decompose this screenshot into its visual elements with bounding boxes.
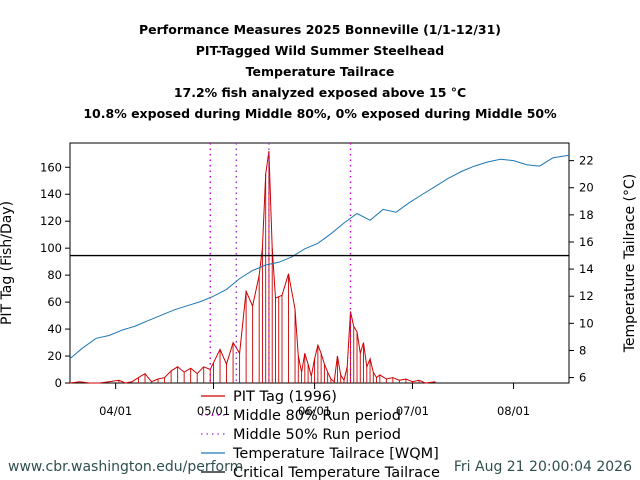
legend-label: Middle 80% Run period bbox=[233, 408, 401, 424]
y-left-tick-label: 100 bbox=[40, 241, 62, 255]
x-tick-label: 04/01 bbox=[99, 404, 132, 418]
y-right-tick-label: 12 bbox=[579, 289, 594, 303]
title-line: Temperature Tailrace bbox=[246, 64, 395, 79]
title-line: 10.8% exposed during Middle 80%, 0% expo… bbox=[83, 106, 557, 121]
y-axis-left-label: PIT Tag (Fish/Day) bbox=[0, 201, 15, 325]
x-tick-label: 06/01 bbox=[298, 404, 331, 418]
y-right-tick-label: 10 bbox=[579, 316, 594, 330]
y-right-tick-label: 16 bbox=[579, 235, 594, 249]
legend: PIT Tag (1996) Middle 80% Run period Middl… bbox=[201, 389, 440, 480]
y-axis-right-label: Temperature Tailrace (°C) bbox=[622, 174, 638, 354]
y-left-tick-label: 140 bbox=[40, 187, 62, 201]
legend-label: Critical Temperature Tailrace bbox=[233, 465, 440, 480]
title-line: Performance Measures 2025 Bonneville (1/… bbox=[139, 22, 501, 37]
x-tick-label: 07/01 bbox=[396, 404, 429, 418]
footer-timestamp: Fri Aug 21 20:00:04 2026 bbox=[454, 459, 632, 475]
y-right-tick-label: 14 bbox=[579, 262, 594, 276]
title-line: PIT-Tagged Wild Summer Steelhead bbox=[196, 43, 444, 58]
legend-label: Middle 50% Run period bbox=[233, 427, 401, 443]
legend-label: PIT Tag (1996) bbox=[233, 389, 337, 405]
y-right-tick-label: 18 bbox=[579, 208, 594, 222]
y-left-tick-label: 0 bbox=[55, 376, 62, 390]
y-right-tick-label: 8 bbox=[579, 343, 586, 357]
y-left-tick-label: 80 bbox=[47, 268, 62, 282]
y-left-tick-label: 40 bbox=[47, 322, 62, 336]
plot-area bbox=[69, 142, 570, 384]
y-axis-right: 6 8 10 12 14 16 18 20 22 bbox=[569, 154, 594, 385]
pit-tag-line bbox=[69, 151, 436, 384]
y-right-tick-label: 22 bbox=[579, 154, 594, 168]
x-axis: 04/01 05/01 06/01 07/01 08/01 bbox=[99, 383, 530, 418]
x-tick-label: 08/01 bbox=[497, 404, 530, 418]
y-left-tick-label: 160 bbox=[40, 160, 62, 174]
y-left-tick-label: 120 bbox=[40, 214, 62, 228]
title-line: 17.2% fish analyzed exposed above 15 °C bbox=[174, 85, 466, 100]
y-axis-left: 0 20 40 60 80 100 120 140 160 bbox=[40, 160, 70, 390]
temperature-line bbox=[69, 154, 570, 359]
plot-frame bbox=[69, 142, 570, 384]
y-left-tick-label: 20 bbox=[47, 349, 62, 363]
footer-source: www.cbr.washington.edu/perform bbox=[8, 459, 243, 475]
y-left-tick-label: 60 bbox=[47, 295, 62, 309]
x-tick-label: 05/01 bbox=[197, 404, 230, 418]
chart-title: Performance Measures 2025 Bonneville (1/… bbox=[83, 22, 557, 121]
y-right-tick-label: 6 bbox=[579, 371, 586, 385]
legend-label: Temperature Tailrace [WQM] bbox=[232, 446, 439, 462]
y-right-tick-label: 20 bbox=[579, 181, 594, 195]
